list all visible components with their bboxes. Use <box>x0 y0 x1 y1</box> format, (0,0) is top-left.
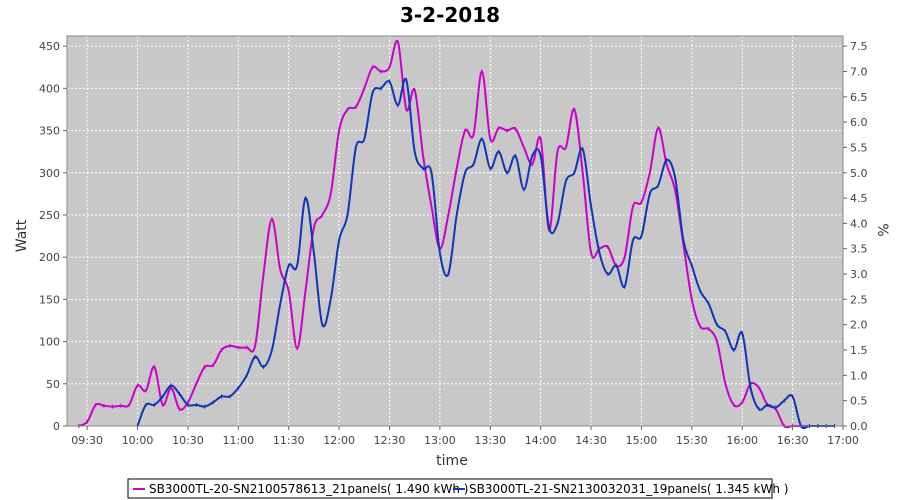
series-layer <box>78 39 836 430</box>
y2-tick-label: 5.5 <box>850 141 868 154</box>
y2-tick-label: 7.5 <box>850 40 868 53</box>
x-tick-label: 15:30 <box>676 434 708 447</box>
y2-tick-label: 6.0 <box>850 116 868 129</box>
y-tick-label: 300 <box>39 167 60 180</box>
x-tick-label: 14:00 <box>525 434 557 447</box>
x-tick-label: 15:00 <box>626 434 658 447</box>
legend: SB3000TL-20-SN2100578613_21panels( 1.490… <box>127 478 788 499</box>
x-tick-label: 11:00 <box>222 434 254 447</box>
x-tick-label: 12:00 <box>323 434 355 447</box>
x-axis-ticks: 09:30 10:00 10:30 11:00 11:30 12:00 12:30 13:00… <box>71 426 859 447</box>
x-tick-label: 10:30 <box>172 434 204 447</box>
y2-tick-label: 6.5 <box>850 91 868 104</box>
legend-box <box>127 478 773 499</box>
x-tick-label: 10:00 <box>122 434 154 447</box>
y-tick-label: 350 <box>39 125 60 138</box>
y2-tick-label: 4.5 <box>850 192 868 205</box>
y2-tick-label: 1.0 <box>850 369 868 382</box>
y-axis-label: Watt <box>14 219 30 252</box>
plot-frame <box>66 35 844 427</box>
x-tick-label: 16:30 <box>777 434 809 447</box>
y2-axis-label: % <box>874 223 890 236</box>
y-tick-label: 450 <box>39 40 60 53</box>
y2-axis-ticks: 0.0 0.5 1.0 1.5 2.0 2.5 3.0 3.5 4.0 4.5 5.0 5.5 6.0 6… <box>843 40 868 433</box>
x-tick-label: 16:00 <box>726 434 758 447</box>
y2-tick-label: 0.0 <box>850 420 868 433</box>
y2-tick-label: 4.0 <box>850 217 868 230</box>
y-tick-label: 100 <box>39 336 60 349</box>
x-tick-label: 17:00 <box>827 434 859 447</box>
y2-tick-label: 1.5 <box>850 344 868 357</box>
legend-label-1: SB3000TL-20-SN2100578613_21panels( 1.490… <box>149 482 468 496</box>
x-tick-label: 12:30 <box>374 434 406 447</box>
y2-tick-label: 3.5 <box>850 243 868 256</box>
y2-tick-label: 3.0 <box>850 268 868 281</box>
y-tick-label: 50 <box>46 378 60 391</box>
chart-title: 3-2-2018 <box>400 3 500 27</box>
y2-tick-label: 0.5 <box>850 395 868 408</box>
x-tick-label: 11:30 <box>273 434 305 447</box>
x-tick-label: 14:30 <box>575 434 607 447</box>
y-tick-label: 400 <box>39 82 60 95</box>
x-tick-label: 13:30 <box>474 434 506 447</box>
x-axis-label: time <box>436 453 468 469</box>
y2-tick-label: 2.0 <box>850 319 868 332</box>
y2-tick-label: 5.0 <box>850 167 868 180</box>
y2-tick-label: 7.0 <box>850 65 868 78</box>
y2-tick-label: 2.5 <box>850 293 868 306</box>
grid-lines <box>67 36 844 427</box>
legend-label-2: SB3000TL-21-SN2130032031_19panels( 1.345… <box>469 482 788 496</box>
y-tick-label: 200 <box>39 251 60 264</box>
y-tick-label: 250 <box>39 209 60 222</box>
y-tick-label: 0 <box>53 420 60 433</box>
x-tick-label: 13:00 <box>424 434 456 447</box>
x-tick-label: 09:30 <box>71 434 103 447</box>
y-axis-ticks: 0 50 100 150 200 250 300 350 400 450 <box>39 40 67 433</box>
y-tick-label: 150 <box>39 293 60 306</box>
